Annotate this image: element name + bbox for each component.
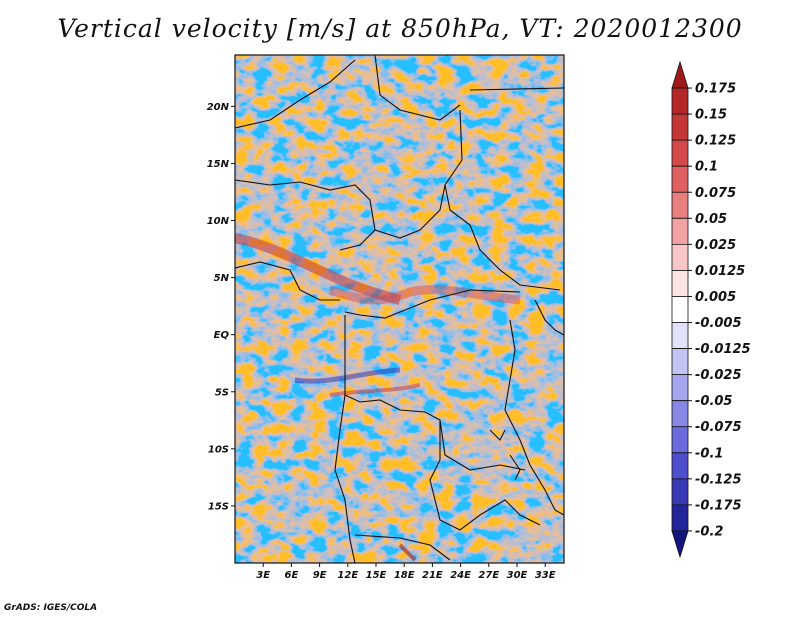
colorbar-label: -0.0125 — [695, 342, 751, 357]
colorbar-swatch — [671, 270, 689, 297]
x-tick-label: 27E — [478, 570, 499, 581]
y-tick-label: 15S — [208, 501, 229, 512]
x-tick-label: 24E — [450, 570, 471, 581]
colorbar-label: -0.05 — [695, 394, 732, 409]
colorbar-label: -0.125 — [695, 472, 742, 487]
colorbar-swatch — [671, 504, 689, 532]
colorbar-swatch — [671, 139, 689, 167]
y-tick-label: EQ — [214, 330, 230, 341]
y-tick-label: 20N — [207, 102, 230, 113]
colorbar-label: 0.005 — [695, 290, 736, 305]
y-tick-label: 5N — [214, 273, 230, 284]
colorbar-swatch — [671, 426, 689, 454]
colorbar-label: 0.0125 — [695, 264, 745, 279]
colorbar-label: -0.025 — [695, 368, 742, 383]
colorbar-swatch — [671, 296, 689, 323]
colorbar-swatch — [671, 322, 689, 349]
colorbar-label: -0.2 — [695, 524, 723, 539]
colorbar-label: 0.075 — [695, 186, 736, 201]
colorbar-swatch — [671, 478, 689, 506]
y-tick-label: 10S — [208, 444, 229, 455]
colorbar-label: 0.05 — [695, 212, 727, 227]
colorbar-label: 0.025 — [695, 238, 736, 253]
colorbar-swatch — [671, 165, 689, 193]
x-tick-label: 3E — [256, 570, 270, 581]
colorbar-label: 0.175 — [695, 82, 736, 97]
x-tick-label: 15E — [366, 570, 387, 581]
y-tick-label: 10N — [207, 216, 230, 227]
y-axis: 20N 15N 10N 5N EQ 5S 10S 15S — [207, 102, 235, 512]
chart-title: Vertical velocity [m/s] at 850hPa, VT: 2… — [57, 14, 743, 43]
x-tick-label: 18E — [394, 570, 415, 581]
colorbar-swatch — [671, 60, 689, 89]
x-tick-label: 9E — [313, 570, 327, 581]
colorbar-swatch — [671, 530, 689, 559]
colorbar-label: -0.075 — [695, 420, 742, 435]
colorbar-swatch — [671, 452, 689, 480]
colorbar-swatch — [671, 113, 689, 141]
colorbar-swatch — [671, 400, 689, 428]
x-tick-label: 30E — [507, 570, 528, 581]
colorbar: 0.175 0.15 0.125 0.1 0.075 0.05 0.025 0.0125 0.0… — [671, 60, 751, 559]
colorbar-swatch — [671, 374, 689, 402]
x-tick-label: 6E — [285, 570, 299, 581]
x-tick-label: 33E — [535, 570, 556, 581]
colorbar-swatch — [671, 243, 689, 271]
colorbar-label: -0.005 — [695, 316, 742, 331]
colorbar-label: -0.175 — [695, 498, 742, 513]
colorbar-label: 0.125 — [695, 134, 736, 149]
colorbar-swatch — [671, 87, 689, 115]
heatmap-field — [235, 55, 564, 563]
y-tick-label: 5S — [215, 387, 229, 398]
credit-text: GrADS: IGES/COLA — [4, 603, 98, 613]
colorbar-swatch — [671, 191, 689, 219]
x-axis: 3E 6E 9E 12E 15E 18E 21E 24E 27E 30E 33E — [256, 563, 556, 581]
x-tick-label: 21E — [422, 570, 443, 581]
colorbar-label: 0.15 — [695, 108, 727, 123]
plot-frame — [234, 54, 565, 564]
colorbar-swatch — [671, 217, 689, 245]
colorbar-swatch — [671, 348, 689, 376]
colorbar-label: 0.1 — [695, 160, 718, 175]
y-tick-label: 15N — [207, 159, 230, 170]
x-tick-label: 12E — [337, 570, 358, 581]
colorbar-label: -0.1 — [695, 446, 723, 461]
